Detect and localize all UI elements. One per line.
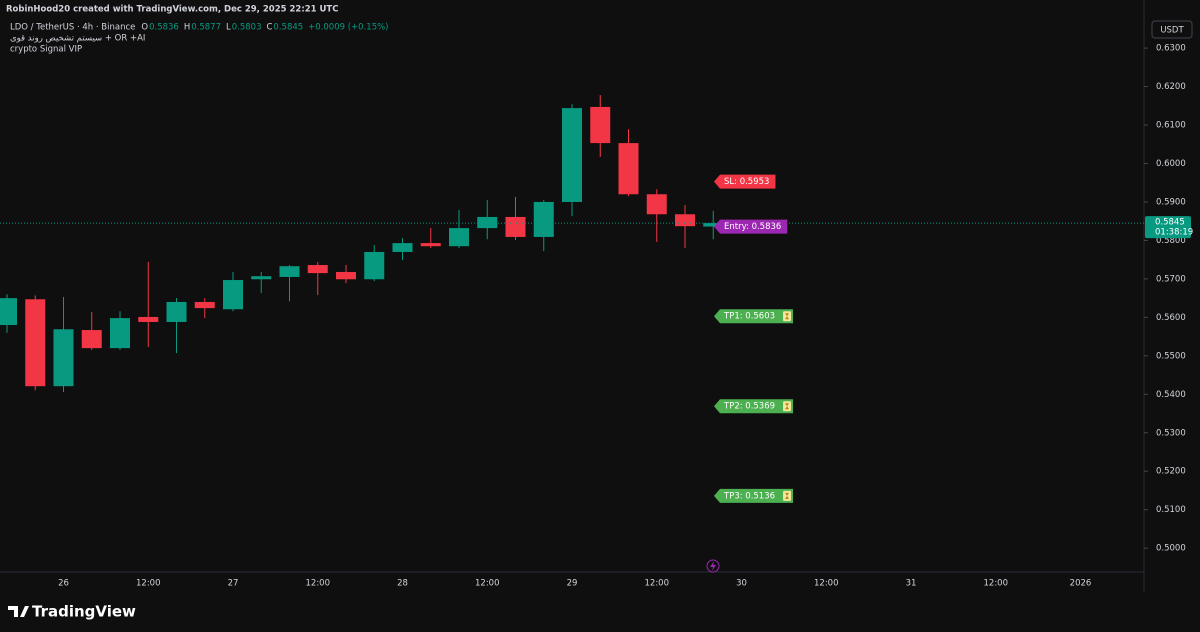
last-price: 0.5845 [1155,218,1185,228]
countdown: 01:38:19 [1155,228,1193,238]
x-tick-label: 12:00 [475,579,500,589]
candle-body [110,318,130,349]
level-label: SL: 0.5953 [714,174,776,189]
footer [0,592,1200,632]
indicator: crypto Signal VIP [10,45,82,55]
candle-body [505,216,526,237]
ohlc-value: 0.5877 [191,23,221,33]
level-text: SL: 0.5953 [724,177,769,187]
candle-body [223,280,243,310]
candle-body [590,106,611,144]
level-text: Entry: 0.5836 [724,222,781,232]
candle-body [646,194,667,215]
candle-body [703,223,724,227]
x-tick-label: 30 [736,579,747,589]
candle-body [392,243,413,252]
y-tick-label: 0.5100 [1156,505,1186,515]
y-tick-label: 0.6300 [1156,44,1186,54]
currency[interactable]: USDT [1160,26,1184,36]
hourglass [785,492,790,499]
ohlc-key: H [184,23,190,33]
candle-body [166,301,187,322]
level-label: Entry: 0.5836 [714,219,788,234]
x-tick-label: 29 [567,579,578,589]
level-text: TP2: 0.5369 [723,402,775,412]
candle-body [0,298,17,326]
y-tick-label: 0.5600 [1156,313,1186,323]
change: +0.0009 (+0.15%) [308,23,388,33]
brand: TradingView [32,603,136,621]
lightning [710,561,716,571]
level-text: TP1: 0.5603 [723,312,775,322]
y-tick-label: 0.5800 [1156,236,1186,246]
currency-button[interactable] [1151,20,1193,39]
x-tick-label: 12:00 [814,579,839,589]
level-tag [714,309,794,324]
level-text: TP3: 0.5136 [723,491,775,501]
ohlc-value: 0.5836 [149,23,179,33]
level-tag [714,488,794,503]
candle-body [618,143,639,195]
candle-body [533,201,554,237]
y-tick-label: 0.6200 [1156,82,1186,92]
candle-body [53,329,74,387]
candle-body [279,266,300,277]
last-price-tag [1145,216,1191,239]
x-tick-label: 12:00 [136,579,161,589]
ohlc-key: C [266,23,272,33]
candle-body [449,228,469,247]
hourglass-icon [783,311,792,322]
x-tick-label: 31 [906,579,917,589]
y-tick-label: 0.5300 [1156,428,1186,438]
y-tick-label: 0.6000 [1156,159,1186,169]
level-tag [714,399,794,414]
y-tick-label: 0.5000 [1156,544,1186,554]
level-tag [714,219,788,234]
hourglass [785,403,790,410]
level-label: TP1: 0.5603 [714,309,794,324]
tv-logo [8,606,29,617]
y-tick-label: 0.5900 [1156,197,1186,207]
x-tick-label: 26 [58,579,69,589]
candle-body [25,299,46,387]
ohlc-value: 0.5845 [273,23,303,33]
hourglass-icon [783,490,792,501]
candle-body [138,316,159,322]
credit: RobinHood20 created with TradingView.com… [6,5,338,15]
x-tick-label: 28 [397,579,408,589]
candle-body [562,108,582,202]
ohlc-key: O [141,23,148,33]
symbol: LDO / TetherUS · 4h · Binance [10,23,135,33]
y-tick-label: 0.5400 [1156,390,1186,400]
candle-body [81,330,102,349]
ohlc-value: 0.5803 [232,23,262,33]
candle-body [251,276,272,280]
x-tick-label: 27 [228,579,239,589]
indicator: سیستم تشخیص روند قوی + OR +AI [10,34,145,44]
candle-body [675,214,695,227]
x-tick-label: 2026 [1070,579,1092,589]
level-label: TP2: 0.5369 [714,399,794,414]
y-tick-label: 0.5700 [1156,274,1186,284]
candle-body [364,251,385,280]
candle-body [336,271,356,280]
level-label: TP3: 0.5136 [714,488,794,503]
x-tick-label: 12:00 [984,579,1009,589]
candle-body [477,216,498,229]
y-tick-label: 0.5500 [1156,351,1186,361]
y-tick-label: 0.6100 [1156,121,1186,131]
candle-body [194,301,215,309]
y-tick-label: 0.5200 [1156,467,1186,477]
lightning-icon[interactable] [706,559,720,573]
candle-body [420,243,441,247]
hourglass-icon [783,401,792,412]
level-tag [714,174,776,189]
ohlc-key: L [226,23,231,33]
hourglass [785,313,790,320]
candle-body [307,265,328,274]
x-tick-label: 12:00 [306,579,331,589]
x-tick-label: 12:00 [645,579,670,589]
